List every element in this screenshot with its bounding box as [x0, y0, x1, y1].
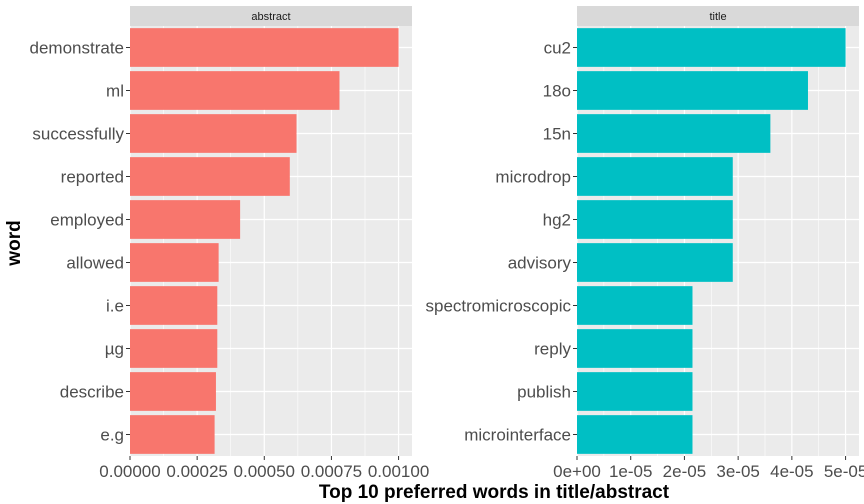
bar-abstract-8: [130, 372, 216, 411]
bar-abstract-0: [130, 28, 399, 67]
facet-strip: [577, 6, 859, 26]
x-tick-label: 5e-05: [824, 462, 864, 481]
bar-title-5: [577, 243, 733, 282]
bar-abstract-3: [130, 157, 290, 196]
bar-abstract-1: [130, 71, 340, 110]
facet-strip-label: abstract: [251, 11, 290, 23]
bar-title-2: [577, 114, 771, 153]
bar-title-6: [577, 286, 693, 325]
x-tick-label: 1e-05: [609, 462, 652, 481]
y-tick-label: 18o: [543, 82, 571, 101]
y-tick-label: demonstrate: [30, 39, 125, 58]
y-tick-label: hg2: [543, 211, 571, 230]
y-tick-label: advisory: [508, 254, 572, 273]
x-axis-label: Top 10 preferred words in title/abstract: [319, 482, 670, 503]
bar-title-3: [577, 157, 733, 196]
bar-abstract-2: [130, 114, 297, 153]
bar-title-4: [577, 200, 733, 239]
panel-title: title cu2 18o 15n microdrop hg2 advisory spectr…: [426, 6, 864, 481]
facet-strip-label: title: [709, 11, 726, 23]
y-tick-label: 15n: [543, 125, 571, 144]
y-tick-label: publish: [517, 383, 571, 402]
bar-abstract-4: [130, 200, 241, 239]
x-tick-label: 0e+00: [553, 462, 601, 481]
x-tick-label: 0.00100: [368, 462, 429, 481]
y-tick-label: microdrop: [495, 168, 571, 187]
y-tick-label: e.g: [100, 426, 124, 445]
y-tick-label: ml: [106, 82, 124, 101]
y-tick-label: reported: [61, 168, 124, 187]
bar-abstract-5: [130, 243, 219, 282]
bar-abstract-7: [130, 329, 218, 368]
x-tick-label: 0.00050: [234, 462, 295, 481]
x-tick-label: 4e-05: [770, 462, 813, 481]
x-tick-label: 2e-05: [663, 462, 706, 481]
facet-strip: [130, 6, 412, 26]
bar-title-1: [577, 71, 808, 110]
y-tick-label: cu2: [544, 39, 571, 58]
y-axis-label: word: [4, 220, 25, 266]
y-tick-label: describe: [60, 383, 124, 402]
panel-abstract: abstract demonstrate ml successfully reporte…: [30, 6, 429, 481]
bar-abstract-9: [130, 415, 215, 454]
bar-title-8: [577, 372, 693, 411]
y-tick-label: allowed: [66, 254, 124, 273]
y-tick-label: microinterface: [464, 426, 571, 445]
y-tick-label: spectromicroscopic: [426, 297, 572, 316]
x-tick-label: 0.00075: [301, 462, 362, 481]
y-tick-label: µg: [105, 340, 124, 359]
bar-title-9: [577, 415, 693, 454]
y-tick-label: successfully: [32, 125, 124, 144]
bar-title-0: [577, 28, 846, 67]
panels-layer: abstract demonstrate ml successfully reporte…: [30, 6, 864, 481]
bar-abstract-6: [130, 286, 218, 325]
y-tick-label: i.e: [106, 297, 124, 316]
bar-title-7: [577, 329, 693, 368]
x-tick-label: 0.00000: [99, 462, 160, 481]
y-tick-label: reply: [534, 340, 571, 359]
x-tick-label: 3e-05: [716, 462, 759, 481]
x-tick-label: 0.00025: [166, 462, 227, 481]
y-tick-label: employed: [50, 211, 124, 230]
